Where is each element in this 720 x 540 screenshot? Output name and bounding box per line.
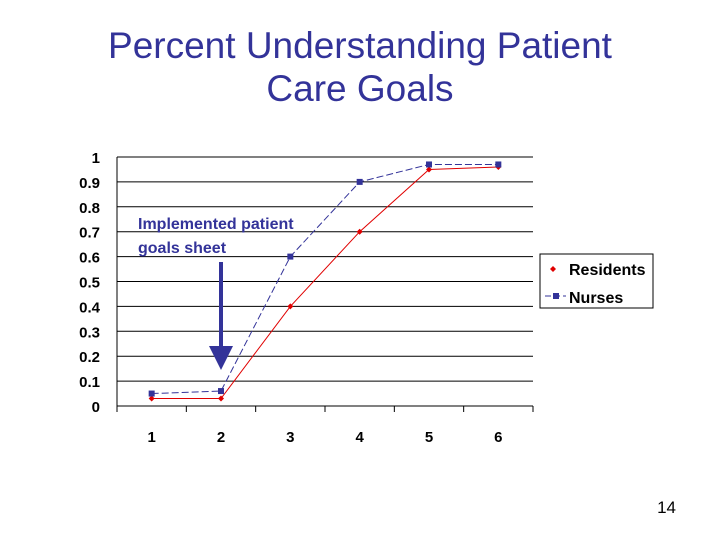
data-point-nurses <box>426 161 432 168</box>
x-tick-label: 4 <box>355 429 364 446</box>
residents-marker-icon <box>550 266 556 272</box>
page-number: 14 <box>657 498 676 517</box>
data-point-nurses <box>218 388 224 395</box>
y-tick-label: 0.3 <box>79 324 100 341</box>
data-point-residents <box>426 166 432 173</box>
annotation: Implemented patient goals sheet <box>138 216 294 370</box>
annotation-text-line-1: Implemented patient <box>138 216 294 233</box>
data-point-residents <box>218 395 224 402</box>
y-tick-label: 0.7 <box>79 225 100 242</box>
legend-entry-nurses: Nurses <box>545 290 623 307</box>
legend-label-residents: Residents <box>569 262 646 279</box>
y-tick-label: 1 <box>92 150 100 167</box>
legend-entry-residents: Residents <box>550 262 646 279</box>
x-tick-label: 6 <box>494 429 502 446</box>
data-point-residents <box>356 228 363 235</box>
data-point-residents <box>287 303 294 310</box>
data-point-nurses <box>495 161 502 168</box>
axes: 0 0.1 0.2 0.3 0.4 0.5 0.6 0.7 0.8 0.9 1 1 2 3 4 5 6 <box>79 150 534 446</box>
x-tick-label: 3 <box>286 429 294 446</box>
y-tick-label: 0.2 <box>79 349 100 366</box>
y-tick-label: 0.5 <box>79 275 100 292</box>
legend-label-nurses: Nurses <box>569 290 623 307</box>
gridlines <box>117 156 533 407</box>
y-tick-label: 0.8 <box>79 200 100 217</box>
series-line-residents <box>151 166 499 400</box>
y-tick-label: 0.6 <box>79 250 100 267</box>
y-tick-label: 0.9 <box>79 175 100 192</box>
data-point-nurses <box>148 390 155 397</box>
slide-title: Percent Understanding Patient Care Goals <box>40 24 680 110</box>
annotation-text-line-2: goals sheet <box>138 240 227 257</box>
data-point-nurses <box>287 253 294 260</box>
data-point-residents <box>148 395 155 402</box>
y-tick-label: 0.1 <box>79 374 100 391</box>
x-tick-label: 2 <box>217 429 225 446</box>
slide-title-line-1: Percent Understanding Patient <box>108 25 612 66</box>
nurses-marker-icon <box>553 293 559 299</box>
x-tick-label: 5 <box>425 429 433 446</box>
y-tick-label: 0.4 <box>79 299 101 316</box>
x-tick-label: 1 <box>147 429 155 446</box>
y-tick-label: 0 <box>92 399 100 416</box>
series-line-nurses <box>151 163 499 395</box>
data-point-nurses <box>356 178 363 185</box>
series-layer <box>148 161 502 402</box>
slide-title-line-2: Care Goals <box>266 68 454 109</box>
legend: Residents Nurses <box>539 253 654 309</box>
